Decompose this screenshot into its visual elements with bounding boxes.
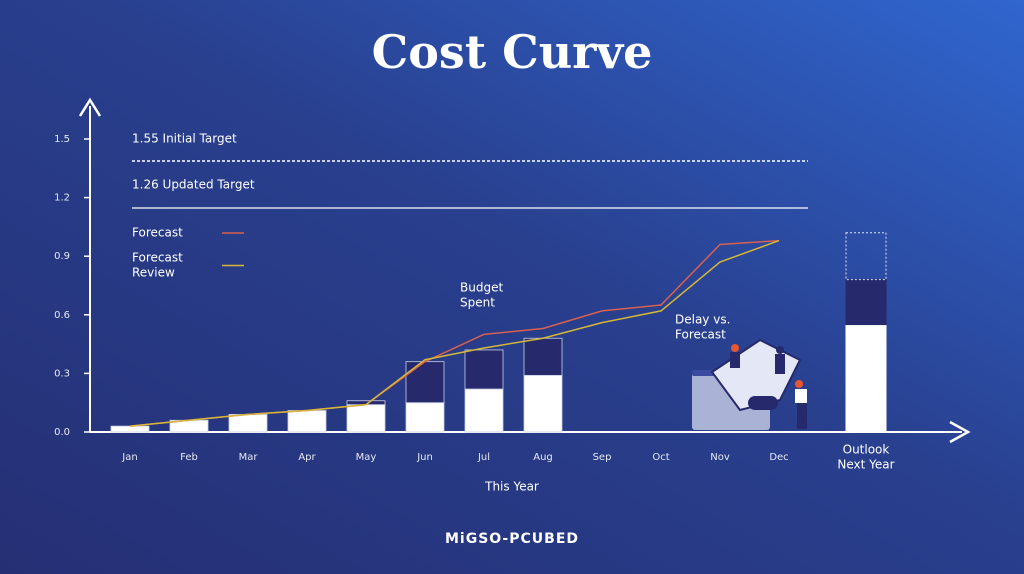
x-tick-label: Sep: [593, 452, 612, 463]
x-tick-label: Outlook: [843, 443, 890, 457]
x-tick-label: Nov: [710, 452, 730, 463]
target-label: 1.26 Updated Target: [132, 178, 255, 192]
bar-segment: [110, 425, 150, 433]
series-line: [129, 239, 780, 427]
y-tick-label: 0.0: [54, 427, 70, 438]
legend-label: Review: [132, 266, 175, 280]
x-tick-label: Jul: [477, 452, 490, 463]
x-tick-label: May: [356, 452, 377, 463]
x-tick-label: Feb: [180, 452, 198, 463]
bar-segment: [228, 414, 268, 433]
x-tick-label: Mar: [239, 452, 259, 463]
x-tick-label: Apr: [298, 452, 316, 463]
x-tick-label: Aug: [533, 452, 553, 463]
x-tick-label: Jan: [121, 452, 137, 463]
x-tick-label: Dec: [769, 452, 788, 463]
y-tick-label: 0.6: [54, 310, 70, 321]
annotation: Delay vs.: [675, 313, 730, 327]
x-axis-title: This Year: [484, 480, 539, 494]
x-tick-label: Next Year: [837, 458, 894, 472]
chart-title: Cost Curve: [372, 25, 653, 79]
bar-segment: [523, 337, 563, 376]
bar-segment: [405, 361, 445, 404]
bar-segment: [405, 402, 445, 433]
footer-logo: MiGSO-PCUBED: [445, 531, 579, 547]
illustration: [692, 338, 807, 430]
y-tick-label: 0.9: [54, 251, 70, 262]
outlook-segment: [845, 324, 887, 433]
legend-label: Forecast: [132, 226, 183, 240]
y-tick-label: 0.3: [54, 368, 70, 379]
outlook-segment: [845, 279, 887, 326]
annotation: Spent: [460, 296, 495, 310]
outlook-segment: [845, 232, 887, 281]
y-arrow: [78, 97, 102, 117]
y-tick-label: 1.5: [54, 134, 70, 145]
y-tick-label: 1.2: [54, 193, 70, 204]
bar-segment: [346, 404, 386, 433]
bar-segment: [464, 388, 504, 433]
annotation: Budget: [460, 281, 503, 295]
bar-segment: [464, 349, 504, 390]
bar-segment: [287, 410, 327, 433]
x-arrow: [949, 420, 971, 444]
legend-label: Forecast: [132, 251, 183, 265]
bar-segment: [523, 374, 563, 433]
target-label: 1.55 Initial Target: [132, 132, 237, 146]
x-tick-label: Jun: [416, 452, 433, 463]
x-tick-label: Oct: [652, 452, 669, 463]
annotation: Forecast: [675, 328, 726, 342]
